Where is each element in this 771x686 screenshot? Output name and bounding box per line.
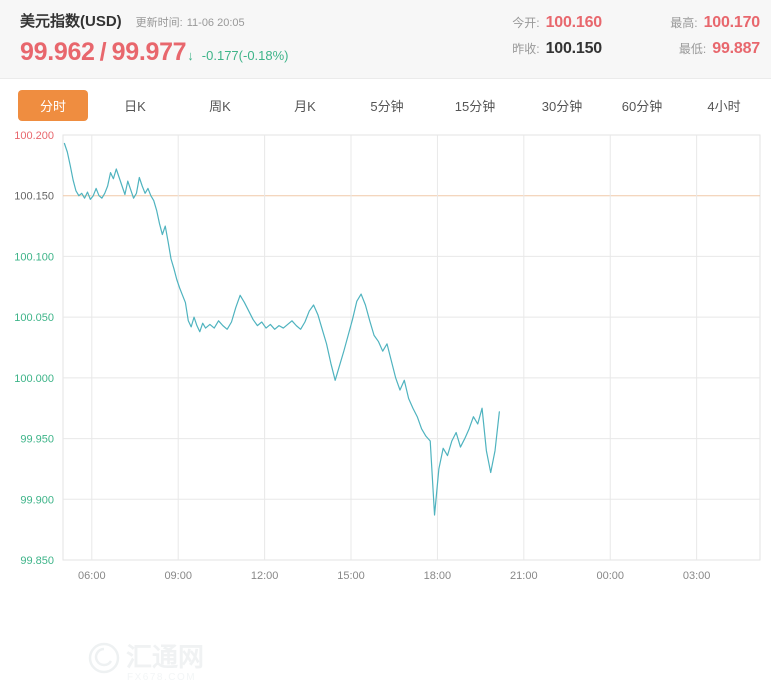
y-axis-tick-label: 100.000 (14, 373, 54, 385)
stat-open: 今开: 100.160 (470, 14, 602, 32)
price-row: 99.962 / 99.977 ↓ -0.177(-0.18%) (20, 38, 289, 67)
tab-daily-k[interactable]: 日K (124, 98, 146, 114)
y-axis-tick-label: 99.900 (20, 494, 54, 506)
tab-30min[interactable]: 30分钟 (541, 98, 583, 114)
x-axis-tick-label: 09:00 (164, 570, 192, 582)
period-tab-bar: 分时 日K 周K 月K 5分钟 15分钟 30分钟 60分钟 4小时 (0, 79, 771, 131)
tab-monthly-k[interactable]: 月K (294, 98, 316, 114)
stat-open-value: 100.160 (545, 14, 603, 31)
change-value: -0.177(-0.18%) (201, 48, 289, 63)
watermark-subtext: FX678.COM (127, 672, 196, 683)
stats-row-top: 今开: 100.160 最高: 100.170 (470, 14, 760, 40)
stat-prev-close: 昨收: 100.150 (470, 40, 602, 58)
plot-border (62, 134, 761, 561)
quote-header: 美元指数(USD) 更新时间: 11-06 20:05 99.962 / 99.… (0, 0, 771, 79)
watermark-circle-icon (88, 642, 120, 674)
stat-high-label: 最高: (670, 16, 698, 30)
tab-weekly-k[interactable]: 周K (209, 98, 231, 114)
stats-row-bottom: 昨收: 100.150 最低: 99.887 (470, 40, 760, 66)
change-direction-arrow-icon: ↓ (187, 48, 194, 63)
watermark-text: 汇通网 (126, 642, 204, 672)
chart-canvas[interactable]: 100.200 100.150 100.100 100.050 100.000 99.95… (0, 131, 771, 600)
intraday-chart[interactable]: 100.200 100.150 100.100 100.050 100.000 99.95… (0, 131, 771, 683)
y-axis-tick-label: 99.850 (20, 555, 54, 567)
x-axis-tick-label: 12:00 (251, 570, 279, 582)
watermark-logo: 汇通网 FX678.COM (88, 642, 204, 683)
x-axis-tick-label: 00:00 (596, 570, 624, 582)
y-axis-tick-label: 100.200 (14, 131, 54, 142)
y-axis-tick-label: 99.950 (20, 434, 54, 446)
tab-5min[interactable]: 5分钟 (370, 98, 404, 114)
bid-price: 99.962 (20, 38, 95, 66)
x-axis-tick-label: 21:00 (510, 570, 538, 582)
stat-low-label: 最低: (678, 42, 707, 56)
stat-open-label: 今开: (512, 16, 540, 30)
instrument-title-row: 美元指数(USD) 更新时间: 11-06 20:05 (20, 10, 289, 32)
x-axis-tick-label: 06:00 (78, 570, 106, 582)
x-axis-tick-label: 03:00 (683, 570, 711, 582)
stat-low: 最低: 99.887 (602, 40, 760, 58)
stat-prev-close-label: 昨收: (512, 42, 540, 56)
x-axis-tick-label: 15:00 (337, 570, 365, 582)
stat-high: 最高: 100.170 (602, 14, 760, 32)
tab-4hour[interactable]: 4小时 (707, 98, 741, 114)
tab-15min[interactable]: 15分钟 (454, 98, 496, 114)
y-axis-tick-label: 100.050 (14, 312, 54, 324)
update-time-label: 更新时间: (135, 17, 183, 29)
price-separator: / (99, 38, 107, 66)
stat-high-value: 100.170 (703, 14, 761, 31)
instrument-name: 美元指数(USD) (20, 13, 122, 30)
tab-60min[interactable]: 60分钟 (621, 98, 663, 114)
update-time-value: 11-06 20:05 (186, 17, 245, 29)
x-axis-tick-label: 18:00 (424, 570, 452, 582)
ask-price: 99.977 (111, 38, 187, 66)
stat-low-value: 99.887 (712, 40, 760, 57)
tab-fenshi[interactable]: 分时 (18, 89, 88, 121)
quote-header-stats: 今开: 100.160 最高: 100.170 昨收: 100.150 最低: … (470, 14, 760, 66)
quote-header-left: 美元指数(USD) 更新时间: 11-06 20:05 99.962 / 99.… (20, 10, 289, 67)
price-line-series (63, 142, 500, 516)
y-axis-tick-label: 100.150 (14, 191, 54, 203)
watermark-swirl-icon (94, 647, 113, 667)
y-axis-tick-label: 100.100 (14, 251, 54, 263)
stat-prev-close-value: 100.150 (545, 40, 603, 57)
